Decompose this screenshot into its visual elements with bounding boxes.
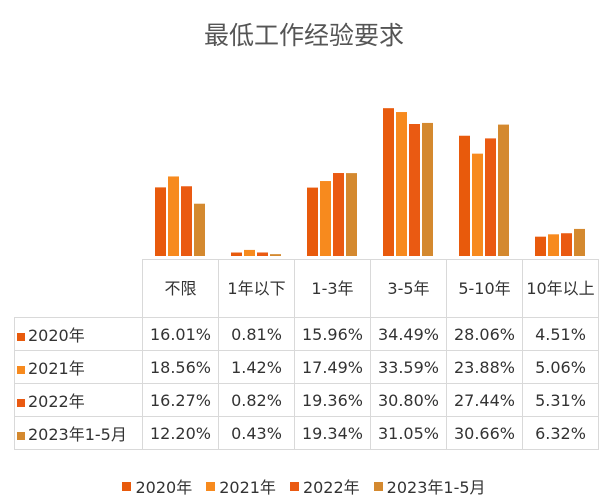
data-cell: 28.06% (446, 317, 523, 351)
data-cell: 27.44% (446, 383, 523, 417)
bar (422, 122, 433, 256)
data-cell: 19.36% (294, 383, 371, 417)
bar (333, 173, 344, 256)
legend-item: 2022年 (289, 474, 360, 498)
bar (181, 186, 192, 256)
bar (409, 124, 420, 256)
bar (231, 252, 242, 256)
data-cell: 0.82% (218, 383, 295, 417)
data-cell: 33.59% (370, 350, 447, 384)
bar (498, 124, 509, 256)
data-cell: 19.34% (294, 416, 371, 450)
data-table-header-row: 不限 1年以下 1-3年 3-5年 5-10年 10年以上 (14, 259, 599, 318)
chart-legend: 2020年 2021年 2022年 2023年1-5月 (0, 474, 608, 498)
bar (459, 135, 470, 256)
category-label: 不限 (142, 259, 219, 318)
data-cell: 15.96% (294, 317, 371, 351)
category-label: 1年以下 (218, 259, 295, 318)
legend-item: 2023年1-5月 (373, 474, 486, 498)
data-cell: 1.42% (218, 350, 295, 384)
bar (307, 187, 318, 256)
bar (396, 112, 407, 257)
data-table-row-2023: 2023年1-5月 12.20% 0.43% 19.34% 31.05% 30.… (14, 416, 599, 450)
bar (244, 249, 255, 256)
bar (574, 228, 585, 256)
data-table-row-2021: 2021年 18.56% 1.42% 17.49% 33.59% 23.88% … (14, 350, 599, 384)
series-label: 2020年 (14, 317, 143, 351)
data-cell: 30.66% (446, 416, 523, 450)
bar (535, 236, 546, 256)
data-table: 不限 1年以下 1-3年 3-5年 5-10年 10年以上 2020年 16.0… (14, 259, 599, 450)
bar (472, 153, 483, 256)
series-swatch-icon (17, 332, 25, 341)
bar (561, 233, 572, 256)
category-label: 10年以上 (522, 259, 599, 318)
data-cell: 16.01% (142, 317, 219, 351)
data-cell: 18.56% (142, 350, 219, 384)
series-label: 2023年1-5月 (14, 416, 143, 450)
data-cell: 12.20% (142, 416, 219, 450)
data-table-row-2022: 2022年 16.27% 0.82% 19.36% 30.80% 27.44% … (14, 383, 599, 417)
category-label: 1-3年 (294, 259, 371, 318)
legend-swatch-icon (289, 481, 299, 491)
category-label: 3-5年 (370, 259, 447, 318)
legend-item: 2021年 (206, 474, 276, 498)
data-cell: 34.49% (370, 317, 447, 351)
bar (548, 234, 559, 256)
bar (155, 187, 166, 256)
data-cell: 5.06% (522, 350, 599, 384)
data-cell: 0.81% (218, 317, 295, 351)
legend-swatch-icon (373, 481, 383, 491)
chart-title: 最低工作经验要求 (203, 21, 404, 50)
data-cell: 16.27% (142, 383, 219, 417)
bar (270, 254, 281, 256)
category-label: 5-10年 (446, 259, 523, 318)
series-swatch-icon (17, 365, 25, 374)
bar (257, 252, 268, 256)
bar (485, 138, 496, 256)
data-cell: 0.43% (218, 416, 295, 450)
data-cell: 31.05% (370, 416, 447, 450)
legend-swatch-icon (122, 481, 132, 491)
bar (320, 181, 331, 256)
data-cell: 4.51% (522, 317, 599, 351)
data-cell: 6.32% (522, 416, 599, 450)
bar (168, 176, 179, 256)
series-label: 2021年 (14, 350, 143, 384)
series-label: 2022年 (14, 383, 143, 417)
legend-item: 2020年 (122, 474, 192, 498)
bar (383, 108, 394, 256)
data-cell: 30.80% (370, 383, 447, 417)
series-swatch-icon (17, 398, 25, 407)
data-cell: 17.49% (294, 350, 371, 384)
bar (346, 173, 357, 256)
series-swatch-icon (17, 431, 25, 440)
data-cell: 23.88% (446, 350, 523, 384)
legend-swatch-icon (206, 481, 216, 491)
data-cell: 5.31% (522, 383, 599, 417)
bar-plot-area (155, 108, 585, 257)
data-table-row-2020: 2020年 16.01% 0.81% 15.96% 34.49% 28.06% … (14, 317, 599, 351)
data-table-corner (14, 259, 143, 318)
bar (194, 203, 205, 256)
